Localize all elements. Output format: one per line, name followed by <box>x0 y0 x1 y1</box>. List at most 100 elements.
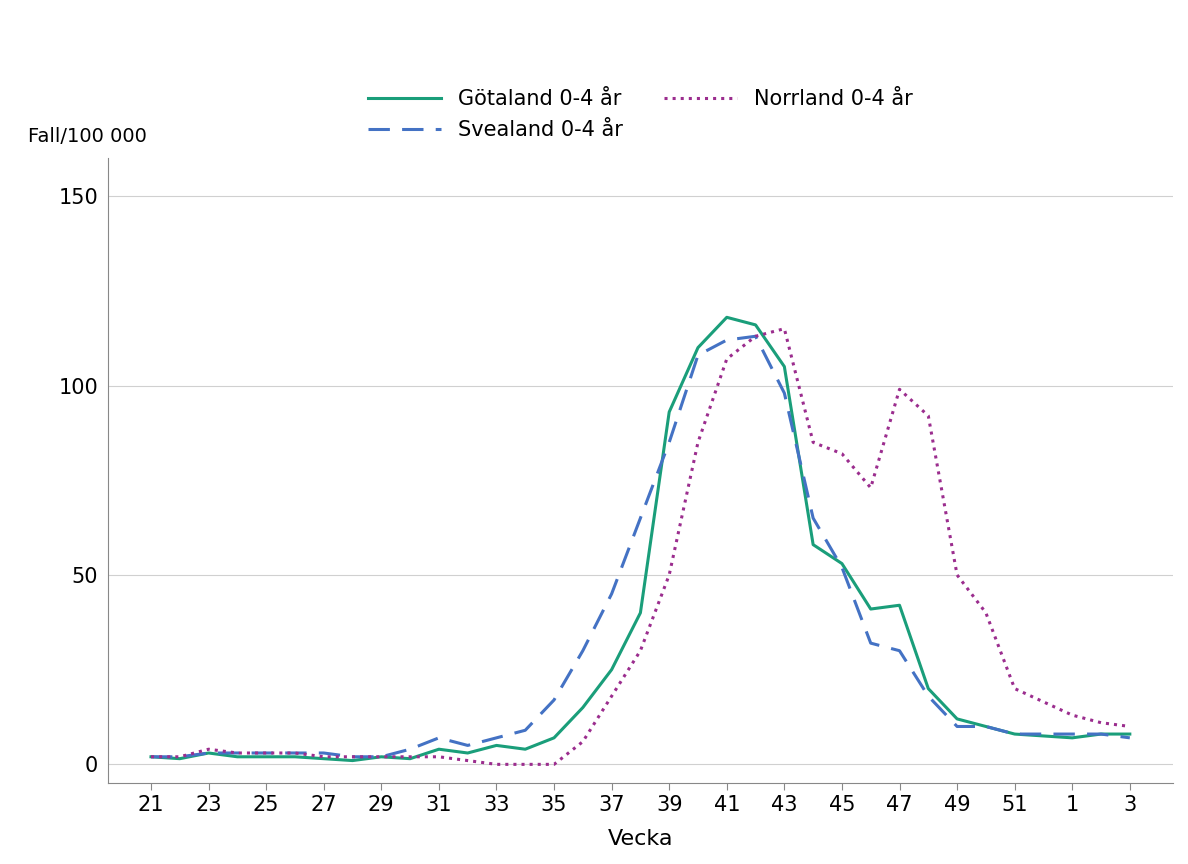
Svealand 0-4 år <box>259 748 273 759</box>
Norrland 0-4 år <box>576 736 590 746</box>
Götaland 0-4 år <box>431 744 446 754</box>
Götaland 0-4 år <box>1094 729 1108 740</box>
Svealand 0-4 år <box>144 752 158 762</box>
Legend: Götaland 0-4 år, Svealand 0-4 år, Norrland 0-4 år: Götaland 0-4 år, Svealand 0-4 år, Norrla… <box>360 81 921 149</box>
Götaland 0-4 år <box>316 753 330 764</box>
Svealand 0-4 år <box>835 562 849 573</box>
Götaland 0-4 år <box>691 342 706 353</box>
Line: Svealand 0-4 år: Svealand 0-4 år <box>151 336 1130 757</box>
Norrland 0-4 år <box>374 752 388 762</box>
Norrland 0-4 år <box>202 744 216 754</box>
Götaland 0-4 år <box>864 604 878 614</box>
Svealand 0-4 år <box>202 748 216 759</box>
Svealand 0-4 år <box>979 721 993 732</box>
Götaland 0-4 år <box>605 664 619 675</box>
Svealand 0-4 år <box>950 721 965 732</box>
Text: Fall/100 000: Fall/100 000 <box>29 127 147 146</box>
Götaland 0-4 år <box>662 407 676 417</box>
Svealand 0-4 år <box>403 744 417 754</box>
Götaland 0-4 år <box>374 752 388 762</box>
Svealand 0-4 år <box>1007 729 1022 740</box>
Götaland 0-4 år <box>979 721 993 732</box>
Svealand 0-4 år <box>489 733 504 743</box>
Götaland 0-4 år <box>461 748 475 759</box>
Norrland 0-4 år <box>546 759 561 770</box>
Svealand 0-4 år <box>1066 729 1080 740</box>
Götaland 0-4 år <box>518 744 532 754</box>
Götaland 0-4 år <box>892 600 906 611</box>
Svealand 0-4 år <box>605 588 619 599</box>
Götaland 0-4 år <box>489 740 504 751</box>
Svealand 0-4 år <box>633 513 647 524</box>
Line: Götaland 0-4 år: Götaland 0-4 år <box>151 317 1130 760</box>
Norrland 0-4 år <box>1066 710 1080 721</box>
Norrland 0-4 år <box>892 384 906 395</box>
Götaland 0-4 år <box>1066 733 1080 743</box>
Götaland 0-4 år <box>287 752 302 762</box>
Svealand 0-4 år <box>431 733 446 743</box>
Svealand 0-4 år <box>777 388 791 398</box>
Götaland 0-4 år <box>259 752 273 762</box>
Norrland 0-4 år <box>431 752 446 762</box>
Norrland 0-4 år <box>1123 721 1137 732</box>
Svealand 0-4 år <box>805 513 820 524</box>
Svealand 0-4 år <box>172 752 187 762</box>
Götaland 0-4 år <box>346 755 360 766</box>
Svealand 0-4 år <box>518 725 532 735</box>
Norrland 0-4 år <box>835 448 849 459</box>
Norrland 0-4 år <box>605 691 619 702</box>
Götaland 0-4 år <box>576 702 590 713</box>
Svealand 0-4 år <box>316 748 330 759</box>
Svealand 0-4 år <box>921 691 935 702</box>
Norrland 0-4 år <box>864 483 878 493</box>
Svealand 0-4 år <box>720 335 734 346</box>
Svealand 0-4 år <box>346 752 360 762</box>
Götaland 0-4 år <box>921 683 935 694</box>
Svealand 0-4 år <box>691 350 706 360</box>
Svealand 0-4 år <box>546 695 561 705</box>
Norrland 0-4 år <box>518 759 532 770</box>
Svealand 0-4 år <box>461 740 475 751</box>
Svealand 0-4 år <box>374 752 388 762</box>
Götaland 0-4 år <box>403 753 417 764</box>
Norrland 0-4 år <box>748 331 763 341</box>
Götaland 0-4 år <box>748 320 763 330</box>
Norrland 0-4 år <box>489 759 504 770</box>
Götaland 0-4 år <box>1123 729 1137 740</box>
Svealand 0-4 år <box>230 748 245 759</box>
Norrland 0-4 år <box>346 752 360 762</box>
Norrland 0-4 år <box>979 607 993 618</box>
Norrland 0-4 år <box>1094 717 1108 727</box>
X-axis label: Vecka: Vecka <box>607 829 674 849</box>
Norrland 0-4 år <box>144 752 158 762</box>
Svealand 0-4 år <box>864 638 878 648</box>
Norrland 0-4 år <box>720 354 734 365</box>
Norrland 0-4 år <box>777 323 791 334</box>
Norrland 0-4 år <box>805 437 820 448</box>
Norrland 0-4 år <box>461 755 475 766</box>
Norrland 0-4 år <box>633 645 647 656</box>
Svealand 0-4 år <box>576 645 590 656</box>
Norrland 0-4 år <box>172 752 187 762</box>
Götaland 0-4 år <box>202 748 216 759</box>
Norrland 0-4 år <box>316 752 330 762</box>
Norrland 0-4 år <box>662 569 676 580</box>
Norrland 0-4 år <box>287 748 302 759</box>
Svealand 0-4 år <box>1094 729 1108 740</box>
Götaland 0-4 år <box>950 714 965 724</box>
Götaland 0-4 år <box>835 558 849 569</box>
Norrland 0-4 år <box>691 437 706 448</box>
Götaland 0-4 år <box>144 752 158 762</box>
Svealand 0-4 år <box>892 645 906 656</box>
Norrland 0-4 år <box>259 748 273 759</box>
Svealand 0-4 år <box>287 748 302 759</box>
Götaland 0-4 år <box>1007 729 1022 740</box>
Götaland 0-4 år <box>805 539 820 550</box>
Norrland 0-4 år <box>230 748 245 759</box>
Norrland 0-4 år <box>403 752 417 762</box>
Norrland 0-4 år <box>921 410 935 421</box>
Svealand 0-4 år <box>662 437 676 448</box>
Norrland 0-4 år <box>950 569 965 580</box>
Svealand 0-4 år <box>748 331 763 341</box>
Norrland 0-4 år <box>1007 683 1022 694</box>
